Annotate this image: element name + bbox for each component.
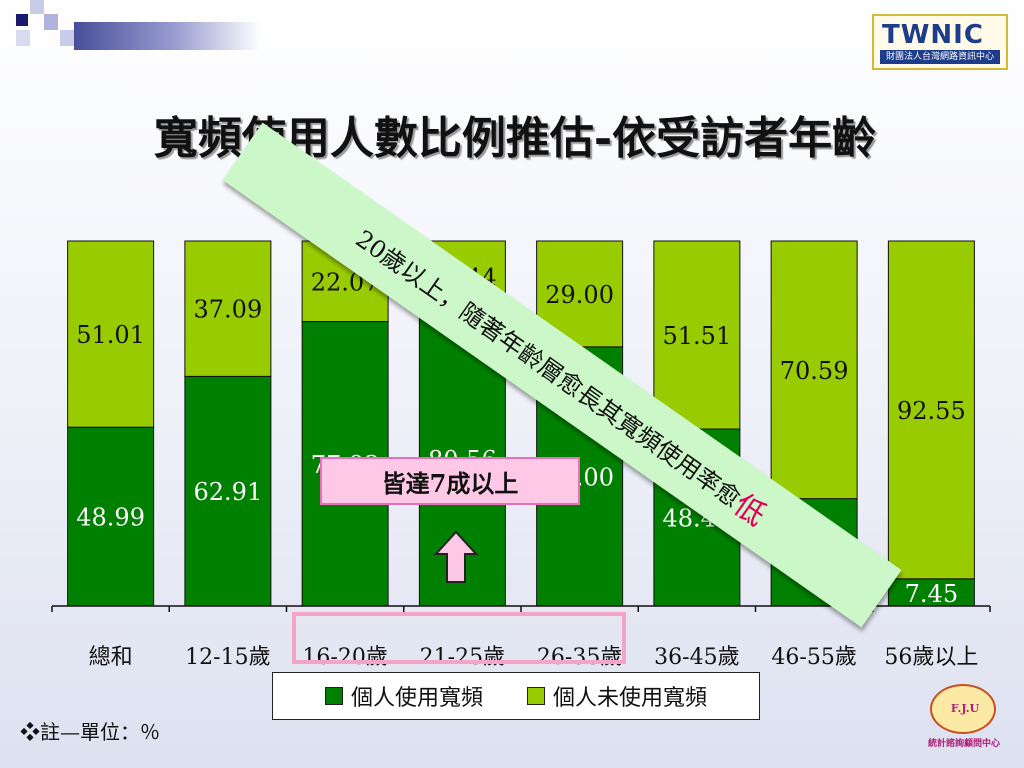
legend-label-used: 個人使用寬頻 — [350, 686, 483, 711]
x-tick-label: 36-45歲 — [654, 645, 739, 670]
deco-square — [30, 0, 44, 14]
unit-note: ❖註—單位：％ — [20, 720, 160, 744]
x-tick-label: 21-25歲 — [420, 645, 505, 670]
fju-logo: F.J.U 統計諮詢顧問中心 — [914, 684, 1014, 754]
bar-used — [67, 426, 155, 607]
deco-square — [16, 14, 28, 26]
legend-swatch-used — [324, 687, 343, 705]
deco-square — [16, 30, 30, 46]
legend-swatch-unused — [527, 687, 545, 705]
x-tick-label: 總和 — [89, 645, 133, 670]
bar-unused — [184, 240, 272, 377]
deco-square — [60, 30, 74, 46]
data-label: 48.99 — [76, 504, 145, 532]
x-tick-label: 46-55歲 — [771, 645, 856, 670]
bar-used — [184, 375, 272, 607]
bar-unused — [67, 240, 155, 428]
x-tick-label: 16-20歲 — [302, 645, 387, 670]
fju-caption: 統計諮詢顧問中心 — [927, 739, 1000, 749]
data-label: 7.45 — [905, 580, 958, 608]
legend-label-unused: 個人未使用寬頻 — [553, 686, 708, 711]
legend-item-unused: 個人未使用寬頻 — [527, 680, 707, 712]
twnic-logo: TWNIC 財團法人台灣網路資訊中心 — [872, 14, 1008, 70]
x-tick-label: 26-35歲 — [537, 645, 622, 670]
data-label: 51.51 — [663, 322, 732, 350]
fju-emblem-text: F.J.U — [950, 702, 980, 715]
up-arrow-icon — [434, 530, 478, 583]
x-tick-label: 56歲以上 — [884, 645, 978, 670]
data-label: 92.55 — [897, 397, 966, 425]
deco-square — [44, 14, 58, 30]
bar-unused — [770, 240, 858, 500]
data-label: 62.91 — [194, 478, 263, 506]
fju-emblem: F.J.U — [930, 684, 996, 734]
logo-text: TWNIC — [882, 20, 984, 50]
data-label: 51.01 — [76, 321, 145, 349]
logo-subtitle: 財團法人台灣網路資訊中心 — [880, 50, 1000, 64]
data-label: 70.59 — [780, 357, 849, 385]
age-range-highlight — [292, 612, 626, 664]
chart-legend: 個人使用寬頻 個人未使用寬頻 — [272, 672, 760, 720]
legend-item-used: 個人使用寬頻 — [324, 680, 483, 712]
x-tick-label: 12-15歲 — [185, 645, 270, 670]
pink-label-box: 皆達7成以上 — [320, 457, 580, 505]
data-label: 37.09 — [194, 296, 263, 324]
bar-unused — [887, 240, 975, 580]
data-label: 29.00 — [545, 281, 614, 309]
decorative-squares — [0, 0, 260, 60]
pink-label-text: 皆達7成以上 — [381, 468, 519, 498]
deco-bar — [74, 22, 260, 50]
